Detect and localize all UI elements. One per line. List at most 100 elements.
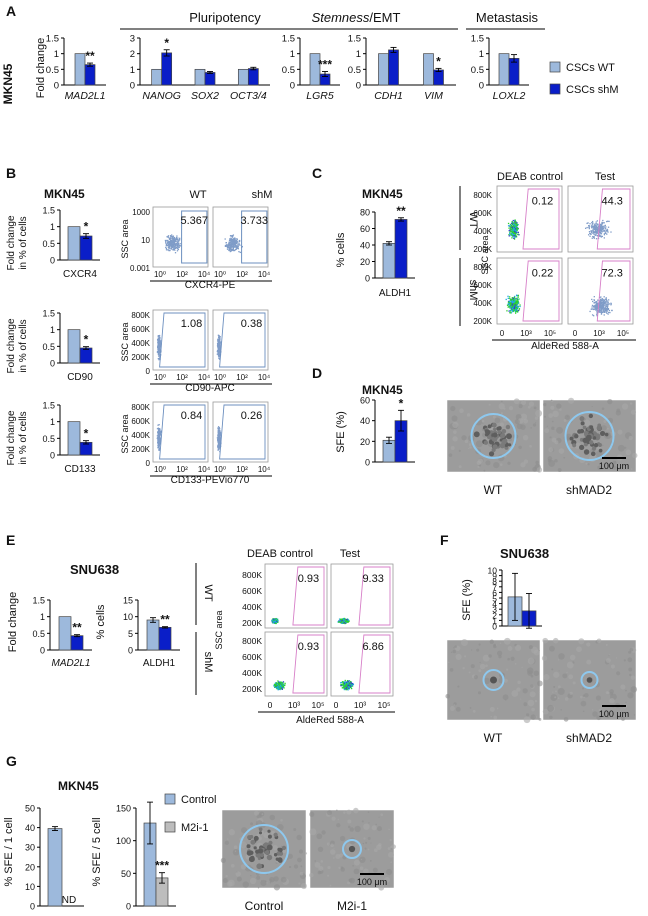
image-texture xyxy=(629,402,633,405)
image-texture xyxy=(629,673,632,677)
image-texture xyxy=(557,697,560,699)
flow-event-dot xyxy=(605,229,608,232)
flow-event-dot xyxy=(338,621,340,623)
flow-event-dot xyxy=(606,307,609,309)
category-label: VIM xyxy=(424,90,443,102)
image-texture xyxy=(603,419,607,423)
sphere-cell xyxy=(592,436,597,440)
flow-event-dot xyxy=(340,682,342,684)
flow-event-dot xyxy=(238,242,240,244)
flow-event-dot xyxy=(174,243,176,245)
flow-event-dot xyxy=(603,234,606,236)
flow-event-dot xyxy=(587,234,590,236)
image-texture xyxy=(566,661,574,669)
flow-event-dot xyxy=(230,242,232,244)
image-texture xyxy=(482,422,484,424)
flow-event-dot xyxy=(171,236,173,239)
flow-event-dot xyxy=(506,310,508,312)
image-texture xyxy=(298,849,304,854)
image-texture xyxy=(252,845,255,848)
image-texture xyxy=(391,844,396,850)
image-texture xyxy=(249,877,257,885)
flow-event-dot xyxy=(158,354,161,356)
flow-event-dot xyxy=(350,681,352,684)
flow-event-dot xyxy=(604,305,607,307)
y-tick-label: 1 xyxy=(50,222,55,232)
flow-event-dot xyxy=(510,309,512,311)
image-texture xyxy=(472,709,476,713)
image-texture xyxy=(232,848,240,856)
flow-event-dot xyxy=(510,306,512,308)
flow-event-dot xyxy=(515,303,517,305)
image-texture xyxy=(557,659,560,661)
image-texture xyxy=(601,444,604,447)
image-texture xyxy=(488,403,491,406)
flow-event-dot xyxy=(219,433,221,435)
image-texture xyxy=(236,876,242,882)
gate-percentage: 1.08 xyxy=(181,318,202,330)
flow-y-tick: 800K xyxy=(473,191,492,200)
image-texture xyxy=(296,834,302,841)
ssc-axis-label: SSC area xyxy=(120,322,130,361)
flow-event-dot xyxy=(517,309,519,312)
flow-event-dot xyxy=(156,428,159,430)
flow-event-dot xyxy=(157,430,159,433)
image-texture xyxy=(485,460,491,466)
flow-event-dot xyxy=(158,434,160,436)
flow-event-dot xyxy=(511,304,513,307)
flow-event-dot xyxy=(159,346,161,348)
flow-event-dot xyxy=(515,303,518,306)
flow-event-dot xyxy=(345,681,348,684)
y-tick-label: 0 xyxy=(290,81,295,92)
flow-event-dot xyxy=(512,229,514,232)
flow-event-dot xyxy=(274,683,276,686)
flow-event-dot xyxy=(513,230,515,232)
flow-event-dot xyxy=(218,355,220,357)
y-tick-label: 1.5 xyxy=(42,309,55,319)
significance-star: *** xyxy=(155,859,169,873)
flow-event-dot xyxy=(611,309,613,312)
image-texture xyxy=(256,875,261,880)
flow-x-tick: 10⁵ xyxy=(312,700,325,710)
image-texture xyxy=(346,809,352,815)
flow-event-dot xyxy=(277,620,279,622)
flow-event-dot xyxy=(340,685,342,687)
image-texture xyxy=(490,715,493,718)
image-texture xyxy=(286,858,289,860)
flow-event-dot xyxy=(156,351,159,353)
image-texture xyxy=(507,461,511,465)
flow-event-dot xyxy=(607,308,609,311)
flow-event-dot xyxy=(600,302,603,305)
y-tick-label: 1 xyxy=(50,325,55,335)
image-texture xyxy=(280,876,287,883)
flow-event-dot xyxy=(512,305,514,307)
image-texture xyxy=(621,403,629,410)
flow-event-dot xyxy=(178,241,180,243)
flow-event-dot xyxy=(344,679,346,682)
flow-event-dot xyxy=(600,304,603,306)
image-texture xyxy=(553,685,556,688)
gate-percentage: 0.93 xyxy=(298,573,319,585)
flow-event-dot xyxy=(217,344,219,346)
flow-event-dot xyxy=(219,441,222,444)
flow-event-dot xyxy=(510,226,512,229)
bar-wt xyxy=(146,619,160,651)
flow-event-dot xyxy=(158,335,160,337)
flow-event-dot xyxy=(281,688,284,690)
flow-y-tick: 0 xyxy=(146,459,151,468)
sphere-cell xyxy=(588,413,594,419)
y-tick-label: 1.5 xyxy=(282,34,295,45)
image-texture xyxy=(387,847,391,850)
flow-event-dot xyxy=(216,353,218,355)
flow-event-dot xyxy=(218,443,221,445)
image-texture xyxy=(564,414,570,421)
image-texture xyxy=(250,874,252,877)
flow-event-dot xyxy=(511,298,514,300)
flow-event-dot xyxy=(275,622,277,624)
legend-swatch xyxy=(164,821,176,833)
flow-event-dot xyxy=(169,249,171,252)
image-texture xyxy=(522,688,528,694)
significance-star: * xyxy=(84,220,89,234)
flow-event-dot xyxy=(510,312,513,314)
image-texture xyxy=(369,859,372,862)
